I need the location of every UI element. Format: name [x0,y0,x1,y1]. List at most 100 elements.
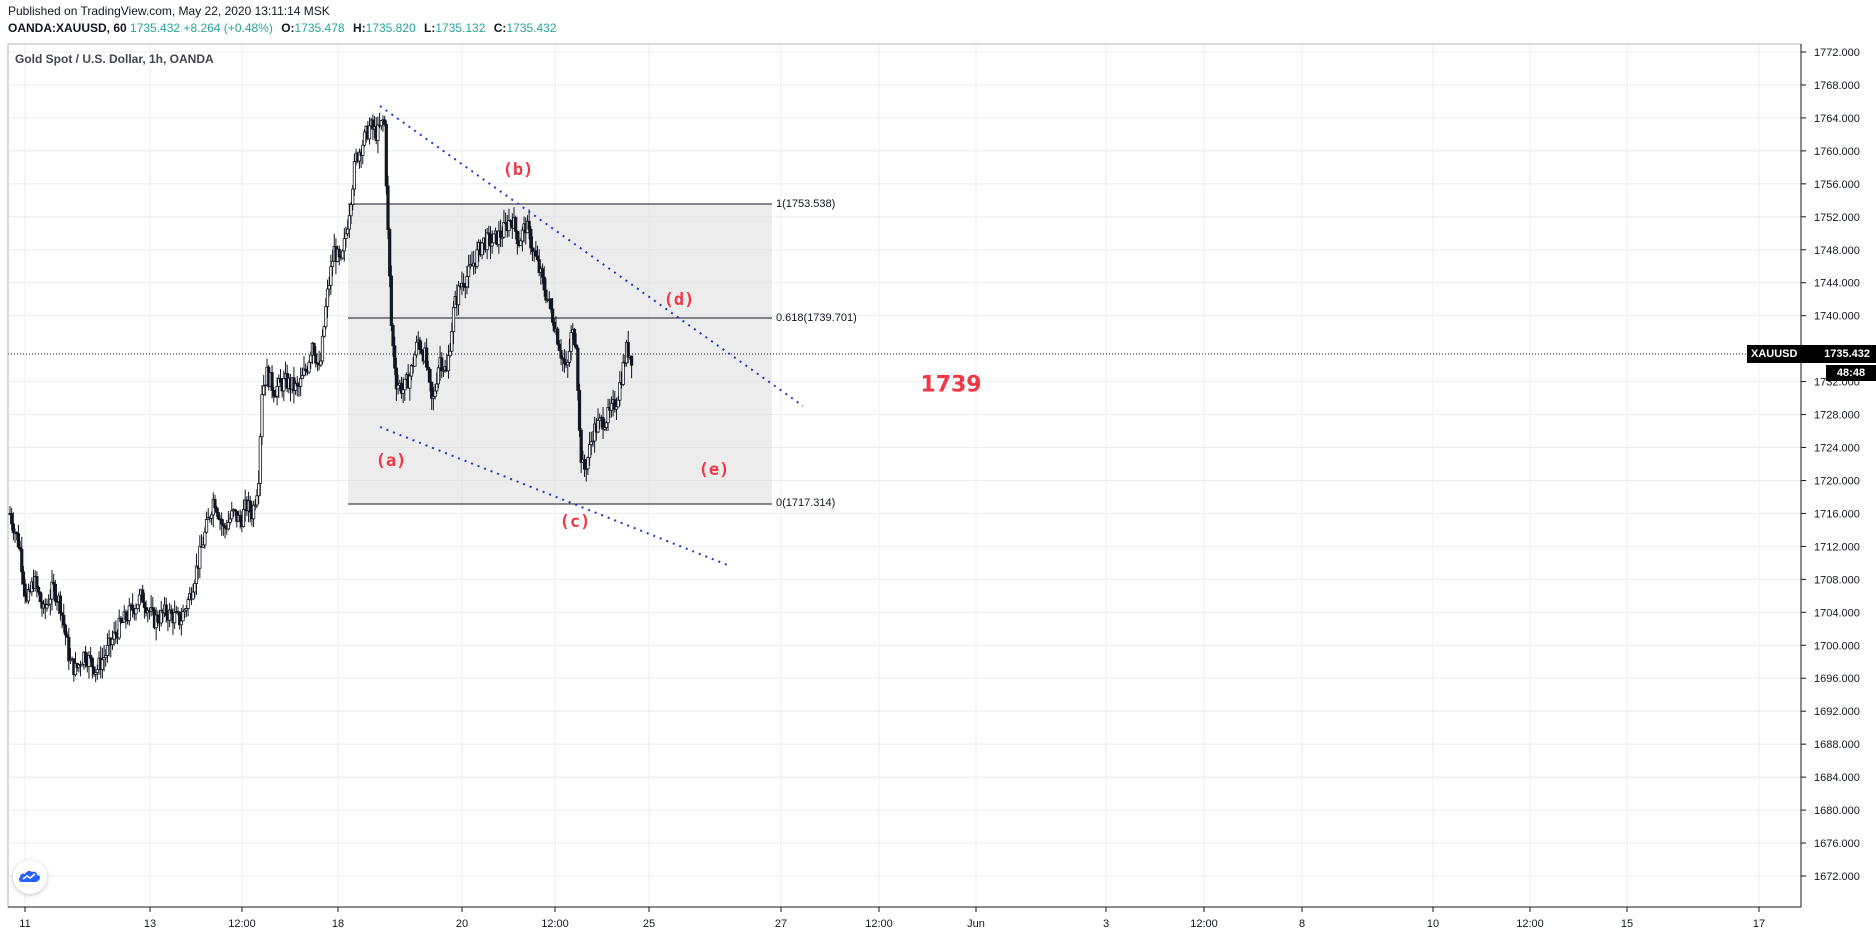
candle [330,249,335,277]
x-tick-label: 27 [775,918,787,930]
price-axis[interactable]: 1772.000 1768.000 1764.000 1760.000 1756.000… [1801,47,1860,883]
candle [388,227,392,288]
candle [43,598,47,620]
candle [260,385,264,446]
candle [90,657,94,679]
candle [198,535,202,579]
candle [167,603,172,628]
tradingview-logo[interactable] [13,860,47,894]
y-tick-label: 1700.000 [1814,640,1860,652]
candle [428,367,432,392]
candle [67,627,71,671]
candle [352,154,357,196]
candle [78,660,83,677]
candle [403,378,407,401]
x-tick-label: 18 [332,918,344,930]
x-tick-label: Jun [967,918,985,930]
candle [576,345,580,401]
candle [386,175,390,240]
candle [105,633,110,663]
candle [621,354,625,387]
fib-label-1: 1(1753.538) [776,198,836,210]
y-tick-label: 1684.000 [1814,772,1860,784]
candle [186,596,190,617]
candle [164,597,168,623]
wave-label-b: (b) [502,160,534,180]
candle [131,593,135,618]
last-price: 1735.432 [130,21,181,35]
x-tick-label: 12:00 [1190,918,1218,930]
candle [181,604,185,622]
grid [8,44,1801,907]
candle [263,384,267,396]
y-tick-label: 1692.000 [1814,706,1860,718]
candle [467,254,471,289]
x-tick-label: 17 [1753,918,1765,930]
badge-price: 1735.432 [1824,348,1870,360]
candle [117,609,121,640]
candle [204,511,209,535]
x-tick-label: 25 [643,918,655,930]
candle [89,647,93,662]
time-axis[interactable]: 11 13 12:00 18 20 12:00 25 27 12:00 Jun 3 12:00 8 10 1… [19,907,1765,930]
candle [490,230,494,254]
y-tick-label: 1724.000 [1814,443,1860,455]
y-tick-label: 1744.000 [1814,278,1860,290]
fib-label-0618: 0.618(1739.701) [776,312,857,324]
candle [159,601,163,627]
candle [527,209,531,240]
candle [556,326,560,346]
candle [379,120,383,131]
candle [413,351,417,367]
candle [141,584,145,603]
candle [376,116,380,154]
y-tick-label: 1716.000 [1814,508,1860,520]
x-tick-label: 13 [144,918,156,930]
x-tick-label: 10 [1427,918,1439,930]
candle [614,397,619,420]
close-value: 1735.432 [506,21,557,35]
candle [251,500,256,528]
candle [62,603,66,633]
candle [211,492,215,528]
y-tick-label: 1748.000 [1814,245,1860,257]
candle [559,339,563,366]
candle [134,603,138,621]
candle [425,338,429,371]
candle [351,184,355,211]
candle [178,611,182,630]
published-line: Published on TradingView.com, May 22, 20… [8,4,330,18]
target-label: 1739 [920,372,982,398]
last-price-badge: XAUUSD 1735.432 [1747,345,1876,363]
candle [23,578,27,604]
candle [226,510,230,531]
y-tick-label: 1764.000 [1814,113,1860,125]
badge-symbol: XAUUSD [1751,348,1798,360]
bar-countdown: 48:48 [1826,365,1876,381]
candle [389,265,393,331]
high-value: 1735.820 [365,21,416,35]
candle [230,501,234,522]
wave-label-a: (a) [375,451,407,471]
candle [314,346,318,368]
candle [38,591,42,603]
x-tick-label: 11 [19,918,30,930]
candle [344,226,348,248]
candle [367,117,372,145]
candle [278,369,283,383]
y-tick-label: 1760.000 [1814,146,1860,158]
candle [26,583,31,605]
cloud-icon [18,870,41,882]
chart-legend: Gold Spot / U.S. Dollar, 1h, OANDA [15,52,214,66]
candle [173,600,177,629]
candle [361,139,365,165]
y-tick-label: 1680.000 [1814,805,1860,817]
candle [20,536,24,585]
candle [337,245,341,266]
candles [8,112,634,683]
candle [537,249,541,277]
candle [551,297,555,326]
candle [393,336,397,376]
y-tick-label: 1768.000 [1814,80,1860,92]
